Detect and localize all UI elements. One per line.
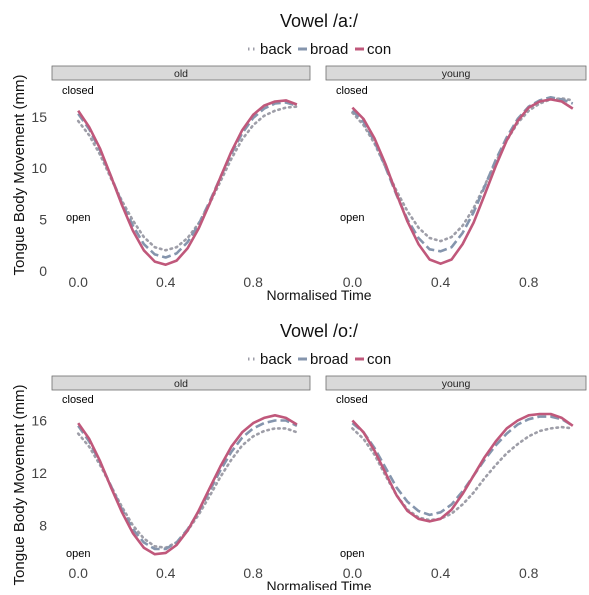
chart-title: Vowel /a:/ [280,11,358,31]
legend-label-con: con [367,351,391,368]
facet-strip [325,65,587,81]
x-tick-label: 0.4 [156,274,176,290]
legend-label-con: con [367,41,391,58]
chart-title: Vowel /o:/ [280,321,358,341]
series-line-back-old [76,105,299,252]
x-tick-label: 0.4 [431,565,451,581]
series-line-con-old [77,99,298,267]
facet-strip [325,375,587,391]
x-tick-label: 0.8 [243,565,263,581]
x-tick-label: 0.4 [156,565,176,581]
x-tick-label: 0.0 [69,565,89,581]
x-tick-label: 0.8 [519,274,539,290]
y-tick-label: 0 [39,263,47,279]
facet-strip-label: young [442,68,471,80]
annotation-open: open [66,212,90,224]
x-axis-label: Normalised Time [266,287,371,303]
legend-label-broad: broad [310,41,348,58]
annotation-open: open [340,212,364,224]
annotation-closed: closed [62,394,94,406]
facet-strip [51,375,311,391]
legend-label-back: back [260,351,292,368]
facet-strip-label: old [174,378,188,390]
y-axis-label: Tongue Body Movement (mm) [11,75,28,276]
x-tick-label: 0.8 [519,565,539,581]
y-tick-label: 16 [31,413,47,429]
series-line-con-young [351,98,574,266]
y-tick-label: 12 [31,465,47,481]
annotation-open: open [66,548,90,560]
series-line-con-old [77,413,298,556]
x-tick-label: 0.4 [431,274,451,290]
y-tick-label: 8 [39,517,47,533]
y-tick-label: 5 [39,212,47,228]
facet-strip-label: young [442,378,471,390]
y-axis-label: Tongue Body Movement (mm) [11,385,28,586]
series-line-broad-young [351,415,574,517]
x-tick-label: 0.0 [343,274,363,290]
x-tick-label: 0.8 [243,274,263,290]
x-tick-label: 0.0 [343,565,363,581]
annotation-closed: closed [336,85,368,97]
annotation-closed: closed [62,85,94,97]
x-tick-label: 0.0 [69,274,89,290]
annotation-open: open [340,548,364,560]
legend-label-broad: broad [310,351,348,368]
y-tick-label: 15 [31,109,47,125]
series-line-con-young [351,412,574,523]
series-line-broad-young [351,96,574,253]
facet-strip-label: old [174,68,188,80]
y-tick-label: 10 [31,160,47,176]
annotation-closed: closed [336,394,368,406]
facet-strip [51,65,311,81]
legend-label-back: back [260,41,292,58]
